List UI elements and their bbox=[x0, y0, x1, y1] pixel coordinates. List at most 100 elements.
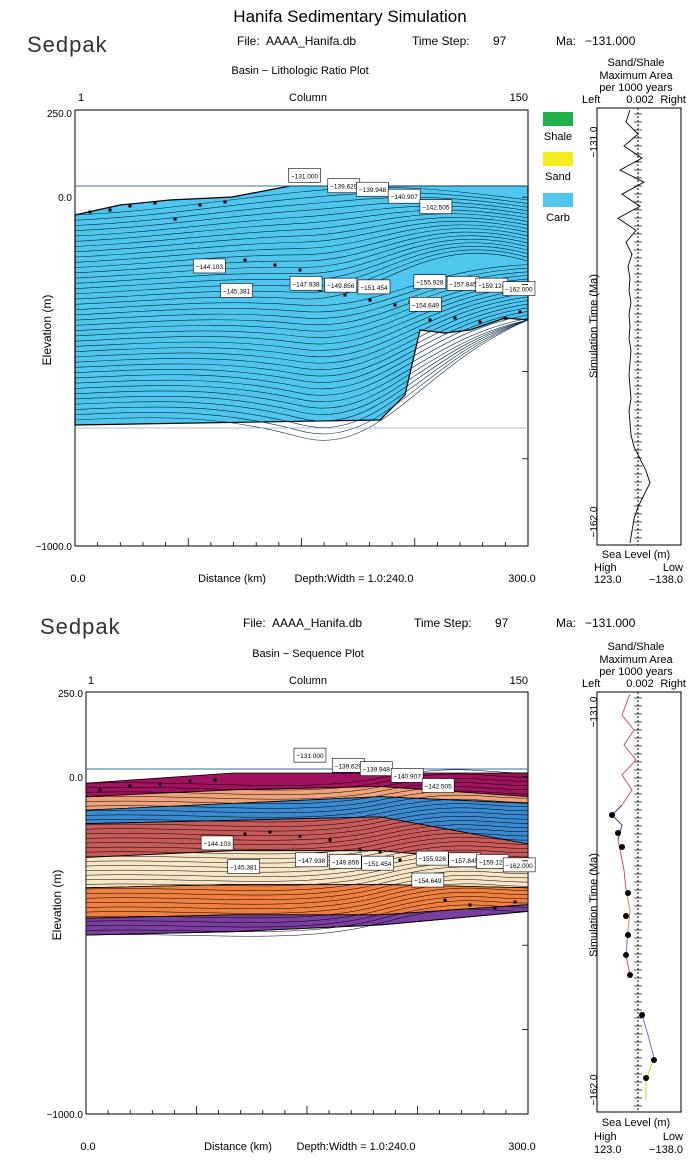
x-axis-label: Distance (km) bbox=[204, 1141, 272, 1153]
stratum-line bbox=[85, 803, 529, 823]
sedpak-brand: Sedpak bbox=[40, 614, 121, 639]
marker bbox=[393, 303, 397, 307]
marker bbox=[108, 208, 112, 212]
surface-label: −151.454 bbox=[364, 861, 392, 868]
stratum-line bbox=[85, 778, 529, 795]
y-tick-bottom: −1000.0 bbox=[36, 542, 73, 553]
ma-label: Ma: bbox=[556, 34, 576, 48]
strata-lines bbox=[85, 769, 529, 937]
surface-label-box bbox=[289, 276, 323, 291]
ratio-marker bbox=[639, 1012, 645, 1018]
surface-label: −142.505 bbox=[424, 784, 452, 791]
stratum-line bbox=[74, 319, 529, 428]
depth-width: Depth:Width = 1.0:240.0 bbox=[295, 573, 414, 585]
column-end: 150 bbox=[510, 675, 528, 687]
surface-label-box bbox=[413, 274, 447, 289]
surface-label: −162.000 bbox=[505, 287, 533, 294]
stratum-line bbox=[85, 769, 529, 786]
ma-label: Ma: bbox=[556, 616, 576, 630]
surface-label-box bbox=[419, 199, 453, 214]
legend-label-carb: Carb bbox=[546, 212, 570, 224]
ratio-marker bbox=[625, 890, 631, 896]
ratio-y-bottom: −162.0 bbox=[589, 1074, 600, 1105]
surface-label-box bbox=[288, 167, 321, 183]
surface-label: −155.928 bbox=[416, 280, 444, 287]
stratum-line bbox=[74, 319, 529, 409]
ratio-right: Right bbox=[660, 678, 686, 690]
time-step-value: 97 bbox=[493, 34, 507, 48]
surface-label: −151.454 bbox=[360, 285, 388, 292]
marker bbox=[158, 782, 162, 786]
marker bbox=[518, 310, 522, 314]
surface-label-box bbox=[421, 778, 455, 793]
surface-label: −147.938 bbox=[298, 858, 326, 865]
file-name: AAAA_Hanifa.db bbox=[266, 34, 356, 48]
surface-label: −145.381 bbox=[223, 288, 251, 295]
stratum-line bbox=[85, 832, 529, 855]
ratio-plot: Sand/Shale Maximum Area per 1000 years L… bbox=[582, 57, 686, 586]
y-axis-label: Elevation (m) bbox=[40, 295, 54, 366]
marker bbox=[188, 779, 192, 783]
legend-label-shale: Shale bbox=[544, 131, 572, 143]
surface-label: −149.856 bbox=[332, 859, 360, 866]
marker bbox=[243, 258, 247, 262]
ratio-markers bbox=[609, 812, 657, 1081]
marker bbox=[368, 298, 372, 302]
surface-label: −154.649 bbox=[412, 302, 440, 309]
marker bbox=[428, 318, 432, 322]
ratio-curve-segment bbox=[621, 693, 637, 806]
panel-lithologic: Sedpak File: AAAA_Hanifa.db Time Step: 9… bbox=[27, 32, 686, 586]
legend: Shale Sand Carb bbox=[543, 112, 573, 224]
stratum-line bbox=[85, 896, 529, 923]
stratum-line bbox=[85, 773, 529, 791]
stratum-line bbox=[85, 790, 529, 809]
stratum-line bbox=[85, 837, 529, 859]
stratum-line bbox=[85, 799, 529, 818]
low-label: Low bbox=[663, 562, 683, 574]
surface-label: −140.907 bbox=[391, 194, 419, 201]
marker bbox=[223, 200, 227, 204]
surface-label: −144.103 bbox=[196, 264, 224, 271]
stratum-line bbox=[74, 318, 529, 403]
high-value: 123.0 bbox=[594, 574, 622, 586]
sequence-units bbox=[85, 772, 529, 936]
marker bbox=[88, 210, 92, 214]
x-end: 300.0 bbox=[508, 1141, 536, 1153]
marker bbox=[468, 903, 472, 907]
stratum-line bbox=[74, 319, 529, 415]
ratio-title-2: Maximum Area bbox=[599, 654, 673, 666]
legend-swatch-shale bbox=[543, 112, 573, 126]
surface-label-box bbox=[390, 768, 424, 783]
marker bbox=[128, 204, 132, 208]
surface-label: −139.629 bbox=[335, 763, 363, 770]
y-tick-top: 250.0 bbox=[47, 109, 72, 120]
marker bbox=[268, 830, 272, 834]
stratum-line bbox=[74, 249, 529, 300]
stratum-line bbox=[74, 307, 529, 383]
low-value: −138.0 bbox=[649, 574, 683, 586]
surface-label: −154.649 bbox=[414, 878, 442, 885]
surface-label-box bbox=[193, 258, 226, 274]
x-ticks bbox=[85, 776, 529, 1114]
marker bbox=[398, 858, 402, 862]
time-step-label: Time Step: bbox=[412, 34, 470, 48]
stratum-line bbox=[74, 238, 529, 284]
surface-label-box bbox=[293, 747, 327, 763]
surface-label: −139.948 bbox=[363, 767, 391, 774]
marker bbox=[503, 316, 507, 320]
surface-label: −140.907 bbox=[394, 773, 422, 780]
marker bbox=[298, 268, 302, 272]
high-label: High bbox=[594, 562, 617, 574]
figure-title: Hanifa Sedimentary Simulation bbox=[233, 7, 466, 26]
legend-label-sand: Sand bbox=[545, 171, 571, 183]
stratum-line bbox=[85, 908, 529, 937]
surface-label: −142.505 bbox=[422, 205, 450, 212]
stratum-line bbox=[85, 811, 529, 832]
ratio-y-top: −131.0 bbox=[589, 126, 600, 157]
surface-label: −147.938 bbox=[292, 281, 320, 288]
stratum-line bbox=[74, 252, 529, 305]
marker bbox=[298, 834, 302, 838]
surface-label-box bbox=[220, 283, 253, 298]
stratum-line bbox=[74, 187, 529, 216]
stratum-line bbox=[85, 794, 529, 814]
